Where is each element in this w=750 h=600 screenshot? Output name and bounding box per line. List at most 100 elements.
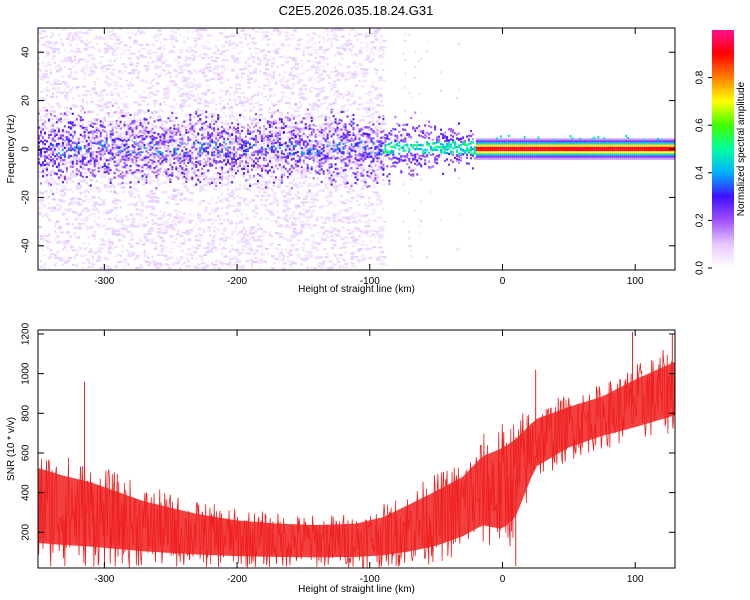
heatmap-cell <box>179 169 182 172</box>
heatmap-cell <box>231 168 234 171</box>
heatmap-cell <box>163 228 166 231</box>
heatmap-cell <box>272 62 275 65</box>
heatmap-cell <box>276 150 279 153</box>
heatmap-cell <box>125 172 128 175</box>
heatmap-cell <box>125 166 128 169</box>
heatmap-cell <box>61 129 64 132</box>
heatmap-cell <box>79 133 82 137</box>
heatmap-cell <box>149 148 152 151</box>
heatmap-cell <box>173 196 176 199</box>
heatmap-cell <box>105 105 110 109</box>
heatmap-cell <box>233 139 236 142</box>
heatmap-cell <box>237 137 240 140</box>
heatmap-cell <box>71 210 74 213</box>
heatmap-cell <box>39 116 42 119</box>
heatmap-cell <box>227 128 230 131</box>
heatmap-cell <box>47 195 50 199</box>
heatmap-cell <box>272 103 277 106</box>
heatmap-cell <box>187 69 190 72</box>
heatmap-cell <box>181 164 186 168</box>
heatmap-cell <box>274 232 279 235</box>
heatmap-cell <box>225 107 228 110</box>
heatmap-cell <box>231 138 236 141</box>
heatmap-cell <box>149 137 154 141</box>
heatmap-cell <box>231 170 236 173</box>
heatmap-cell <box>163 38 168 41</box>
heatmap-cell <box>49 130 52 133</box>
heatmap-cell <box>141 122 146 125</box>
heatmap-cell <box>165 131 168 134</box>
heatmap-cell <box>193 45 196 48</box>
heatmap-cell <box>175 161 178 164</box>
heatmap-cell <box>91 204 94 207</box>
heatmap-cell <box>199 155 202 159</box>
heatmap-cell <box>129 239 132 242</box>
heatmap-cell <box>105 140 108 143</box>
heatmap-cell <box>117 146 120 149</box>
heatmap-cell <box>39 152 42 155</box>
heatmap-cell <box>227 155 230 158</box>
heatmap-cell <box>187 248 192 251</box>
heatmap-cell <box>268 121 271 124</box>
heatmap-cell <box>45 53 48 57</box>
heatmap-cell <box>111 104 114 107</box>
heatmap-cell <box>109 46 112 49</box>
heatmap-cell <box>187 233 190 236</box>
heatmap-cell <box>264 157 267 160</box>
heatmap-cell <box>209 66 212 69</box>
heatmap-cell <box>207 137 210 140</box>
heatmap-cell <box>103 116 106 119</box>
heatmap-cell <box>169 256 172 259</box>
heatmap-cell <box>215 184 218 187</box>
heatmap-cell <box>97 143 100 146</box>
heatmap-cell <box>135 113 140 116</box>
heatmap-cell <box>39 149 42 152</box>
heatmap-cell <box>219 89 224 92</box>
heatmap-cell <box>201 112 204 115</box>
heatmap-cell <box>115 208 118 211</box>
heatmap-cell <box>274 176 277 179</box>
heatmap-cell <box>77 137 80 140</box>
heatmap-cell <box>247 28 250 31</box>
heatmap-cell <box>57 118 60 122</box>
heatmap-cell <box>73 124 76 127</box>
heatmap-cell <box>65 181 68 184</box>
heatmap-cell <box>274 158 277 161</box>
heatmap-cell <box>276 204 279 207</box>
heatmap-cell <box>153 51 156 54</box>
heatmap-cell <box>225 238 228 242</box>
heatmap-cell <box>181 124 184 128</box>
heatmap-cell <box>247 141 250 144</box>
heatmap-cell <box>187 260 190 263</box>
heatmap-cell <box>241 138 244 142</box>
heatmap-cell <box>223 106 226 109</box>
heatmap-cell <box>83 136 86 139</box>
heatmap-cell <box>215 137 218 140</box>
heatmap-cell <box>139 214 144 217</box>
heatmap-cell <box>73 211 78 214</box>
heatmap-cell <box>185 147 188 151</box>
heatmap-cell <box>161 241 164 244</box>
heatmap-cell <box>163 47 166 50</box>
heatmap-cell <box>245 239 248 242</box>
heatmap-cell <box>203 164 206 168</box>
heatmap-cell <box>185 143 188 146</box>
heatmap-cell <box>97 196 100 200</box>
heatmap-cell <box>280 267 285 270</box>
heatmap-cell <box>278 146 281 150</box>
heatmap-cell <box>201 188 206 191</box>
heatmap-cell <box>99 139 102 143</box>
heatmap-cell <box>123 174 126 177</box>
heatmap-cell <box>83 253 88 257</box>
heatmap-cell <box>258 130 261 133</box>
chart-title: C2E5.2026.035.18.24.G31 <box>279 3 434 18</box>
heatmap-cell <box>203 137 206 140</box>
heatmap-cell <box>63 81 68 84</box>
heatmap-cell <box>258 190 261 193</box>
heatmap-cell <box>278 142 281 145</box>
heatmap-cell <box>203 93 208 96</box>
heatmap-cell <box>203 161 208 165</box>
heatmap-cell <box>85 46 88 49</box>
heatmap-cell <box>229 194 234 198</box>
heatmap-cell <box>153 131 156 134</box>
